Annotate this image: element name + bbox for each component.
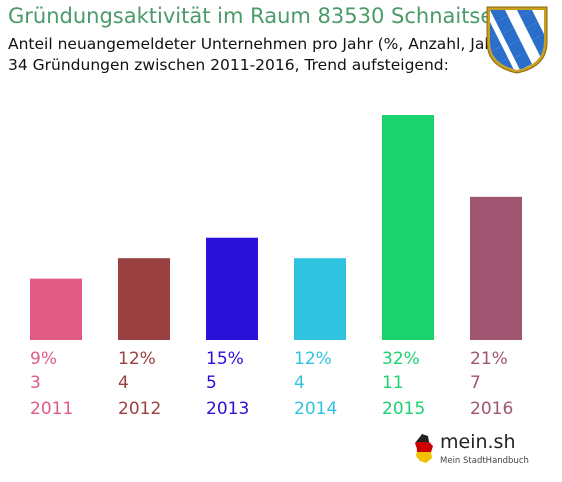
count-label-2011: 3 [30,373,41,393]
page-title: Gründungsaktivität im Raum 83530 Schnait… [8,4,507,28]
count-label-2014: 4 [294,373,305,393]
count-label-2012: 4 [118,373,129,393]
percent-label-2013: 15% [206,349,244,369]
count-label-2013: 5 [206,373,217,393]
percent-label-2015: 32% [382,349,420,369]
percent-label-2011: 9% [30,349,57,369]
bar-2016 [470,196,522,340]
year-label-2011: 2011 [30,399,73,419]
percent-label-2014: 12% [294,349,332,369]
year-label-2014: 2014 [294,399,337,419]
bar-2013 [206,237,258,340]
chart-summary: 34 Gründungen zwischen 2011-2016, Trend … [8,56,449,74]
year-label-2015: 2015 [382,399,425,419]
year-label-2012: 2012 [118,399,161,419]
brand-name: mein.sh [440,431,516,453]
year-label-2016: 2016 [470,399,513,419]
bar-2012 [118,258,170,340]
bar-2011 [30,278,82,340]
percent-label-2016: 21% [470,349,508,369]
chart-subtitle: Anteil neuangemeldeter Unternehmen pro J… [8,35,507,53]
bar-2014 [294,258,346,340]
brand-tagline: Mein StadtHandbuch [440,456,529,466]
year-label-2013: 2013 [206,399,249,419]
count-label-2015: 11 [382,373,404,393]
germany-map-icon [415,434,433,463]
percent-label-2012: 12% [118,349,156,369]
bar-2015 [382,115,434,340]
count-label-2016: 7 [470,373,481,393]
bavaria-coat-of-arms-icon [486,6,548,74]
brand-logo[interactable]: mein.sh Mein StadtHandbuch [414,430,534,470]
